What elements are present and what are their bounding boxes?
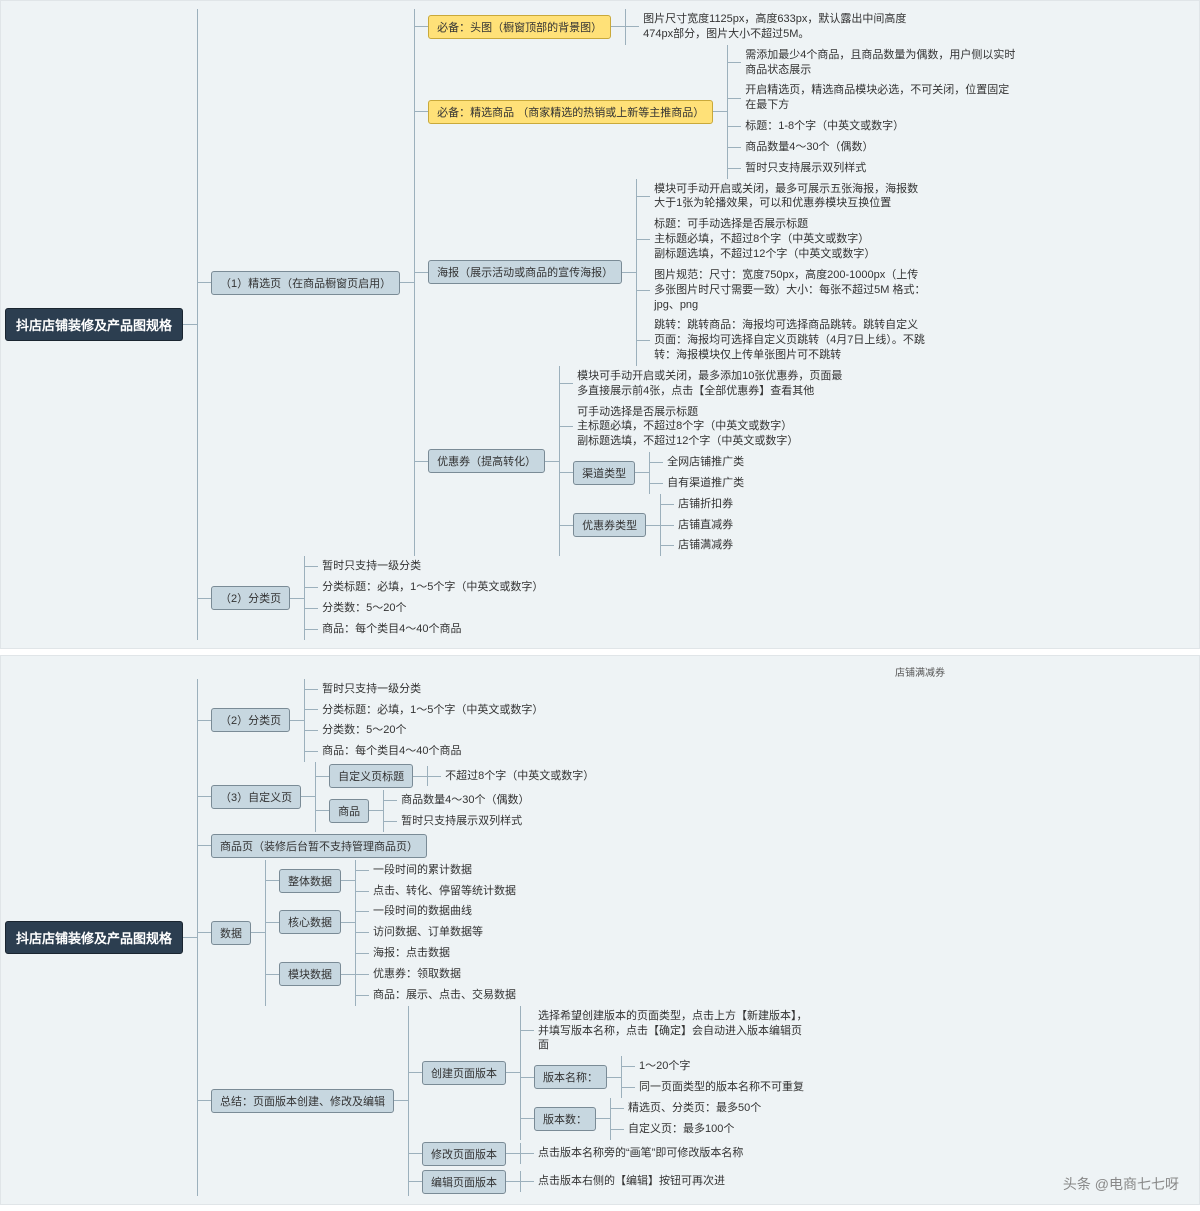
leaf: 商品数量4～30个（偶数） (741, 138, 877, 157)
leaf: 不超过8个字（中英文或数字） (441, 767, 598, 786)
leaf: 模块可手动开启或关闭，最多可展示五张海报，海报数大于1张为轮播效果，可以和优惠券… (650, 180, 930, 214)
leaf: 优惠券：领取数据 (369, 965, 465, 984)
leaf: 选择希望创建版本的页面类型，点击上方【新建版本】，并填写版本名称，点击【确定】会… (534, 1007, 814, 1056)
node-version-name: 版本名称： (534, 1065, 607, 1089)
leaf: 自有渠道推广类 (663, 474, 748, 493)
node-header-image: 必备：头图（橱窗顶部的背景图） (428, 15, 611, 39)
leaf: 海报：点击数据 (369, 944, 454, 963)
leaf: 标题：1-8个字（中英文或数字） (741, 117, 908, 136)
node-edit-version: 编辑页面版本 (422, 1170, 506, 1194)
node-custom-title: 自定义页标题 (329, 764, 413, 788)
root-node: 抖店店铺装修及产品图规格 (5, 308, 183, 341)
node-core-data: 核心数据 (279, 910, 341, 934)
node-modify-version: 修改页面版本 (422, 1142, 506, 1166)
leaf: 商品：每个类目4～40个商品 (318, 620, 465, 639)
mindmap-panel-top: 抖店店铺装修及产品图规格 （1）精选页（在商品橱窗页启用） 必备：头图（橱窗顶部… (0, 0, 1200, 649)
leaf: 店铺直减券 (674, 516, 737, 535)
leaf: 同一页面类型的版本名称不可重复 (635, 1078, 808, 1097)
node-coupon-type: 优惠券类型 (573, 513, 646, 537)
leaf: 自定义页：最多100个 (624, 1120, 738, 1139)
leaf: 点击版本右侧的【编辑】按钮可再次进 (534, 1172, 729, 1191)
leaf: 分类标题：必填，1～5个字（中英文或数字） (318, 578, 547, 597)
node-coupon: 优惠券（提高转化） (428, 449, 545, 473)
leaf: 暂时只支持一级分类 (318, 680, 425, 699)
leaf: 店铺满减券 (674, 536, 737, 555)
node-data: 数据 (211, 921, 251, 945)
leaf: 需添加最少4个商品，且商品数量为偶数，用户侧以实时商品状态展示 (741, 46, 1021, 80)
root-node: 抖店店铺装修及产品图规格 (5, 921, 183, 954)
leaf: 一段时间的累计数据 (369, 861, 476, 880)
leaf: 可手动选择是否展示标题 主标题必填，不超过8个字（中英文或数字） 副标题选填，不… (573, 403, 802, 452)
leaf: 模块可手动开启或关闭，最多添加10张优惠券，页面最多直接展示前4张，点击【全部优… (573, 367, 853, 401)
leaf: 商品：展示、点击、交易数据 (369, 986, 520, 1005)
leaf: 1～20个字 (635, 1057, 694, 1076)
leaf: 分类数：5～20个 (318, 721, 410, 740)
leaf: 商品：每个类目4～40个商品 (318, 742, 465, 761)
trailing-text: 店铺满减券 (5, 664, 1195, 679)
leaf: 暂时只支持展示双列样式 (397, 812, 526, 831)
leaf: 访问数据、订单数据等 (369, 923, 487, 942)
mindmap-panel-bottom: 店铺满减券 抖店店铺装修及产品图规格 （2）分类页 暂时只支持一级分类 分类标题… (0, 655, 1200, 1205)
leaf: 店铺折扣券 (674, 495, 737, 514)
leaf: 图片规范：尺寸：宽度750px，高度200-1000px（上传多张图片时尺寸需要… (650, 266, 930, 315)
leaf: 商品数量4～30个（偶数） (397, 791, 533, 810)
leaf: 暂时只支持一级分类 (318, 557, 425, 576)
leaf: 分类数：5～20个 (318, 599, 410, 618)
leaf: 点击版本名称旁的“画笔”即可修改版本名称 (534, 1144, 747, 1163)
leaf: 分类标题：必填，1～5个字（中英文或数字） (318, 701, 547, 720)
node-module-data: 模块数据 (279, 962, 341, 986)
leaf: 暂时只支持展示双列样式 (741, 159, 870, 178)
leaf: 一段时间的数据曲线 (369, 902, 476, 921)
leaf: 点击、转化、停留等统计数据 (369, 882, 520, 901)
node-overall-data: 整体数据 (279, 869, 341, 893)
leaf: 标题：可手动选择是否展示标题 主标题必填，不超过8个字（中英文或数字） 副标题选… (650, 215, 879, 264)
node-custom-page: （3）自定义页 (211, 785, 301, 809)
node-category-page: （2）分类页 (211, 708, 290, 732)
node-version-count: 版本数： (534, 1107, 596, 1131)
node-summary: 总结：页面版本创建、修改及编辑 (211, 1089, 394, 1113)
node-featured-goods: 必备：精选商品 （商家精选的热销或上新等主推商品） (428, 100, 713, 124)
leaf: 图片尺寸宽度1125px，高度633px，默认露出中间高度474px部分，图片大… (639, 10, 919, 44)
node-channel-type: 渠道类型 (573, 461, 635, 485)
leaf: 开启精选页，精选商品模块必选，不可关闭，位置固定在最下方 (741, 81, 1021, 115)
leaf: 全网店铺推广类 (663, 453, 748, 472)
node-poster: 海报（展示活动或商品的宣传海报） (428, 260, 622, 284)
watermark-text: 头条 @电商七七呀 (1063, 1174, 1179, 1194)
node-featured-page: （1）精选页（在商品橱窗页启用） (211, 271, 400, 295)
node-product-page: 商品页（装修后台暂不支持管理商品页） (211, 834, 427, 858)
node-create-version: 创建页面版本 (422, 1061, 506, 1085)
leaf: 精选页、分类页：最多50个 (624, 1099, 765, 1118)
leaf: 跳转：跳转商品：海报均可选择商品跳转。跳转自定义页面：海报均可选择自定义页跳转（… (650, 316, 930, 365)
node-custom-goods: 商品 (329, 799, 369, 823)
node-category-page: （2）分类页 (211, 586, 290, 610)
